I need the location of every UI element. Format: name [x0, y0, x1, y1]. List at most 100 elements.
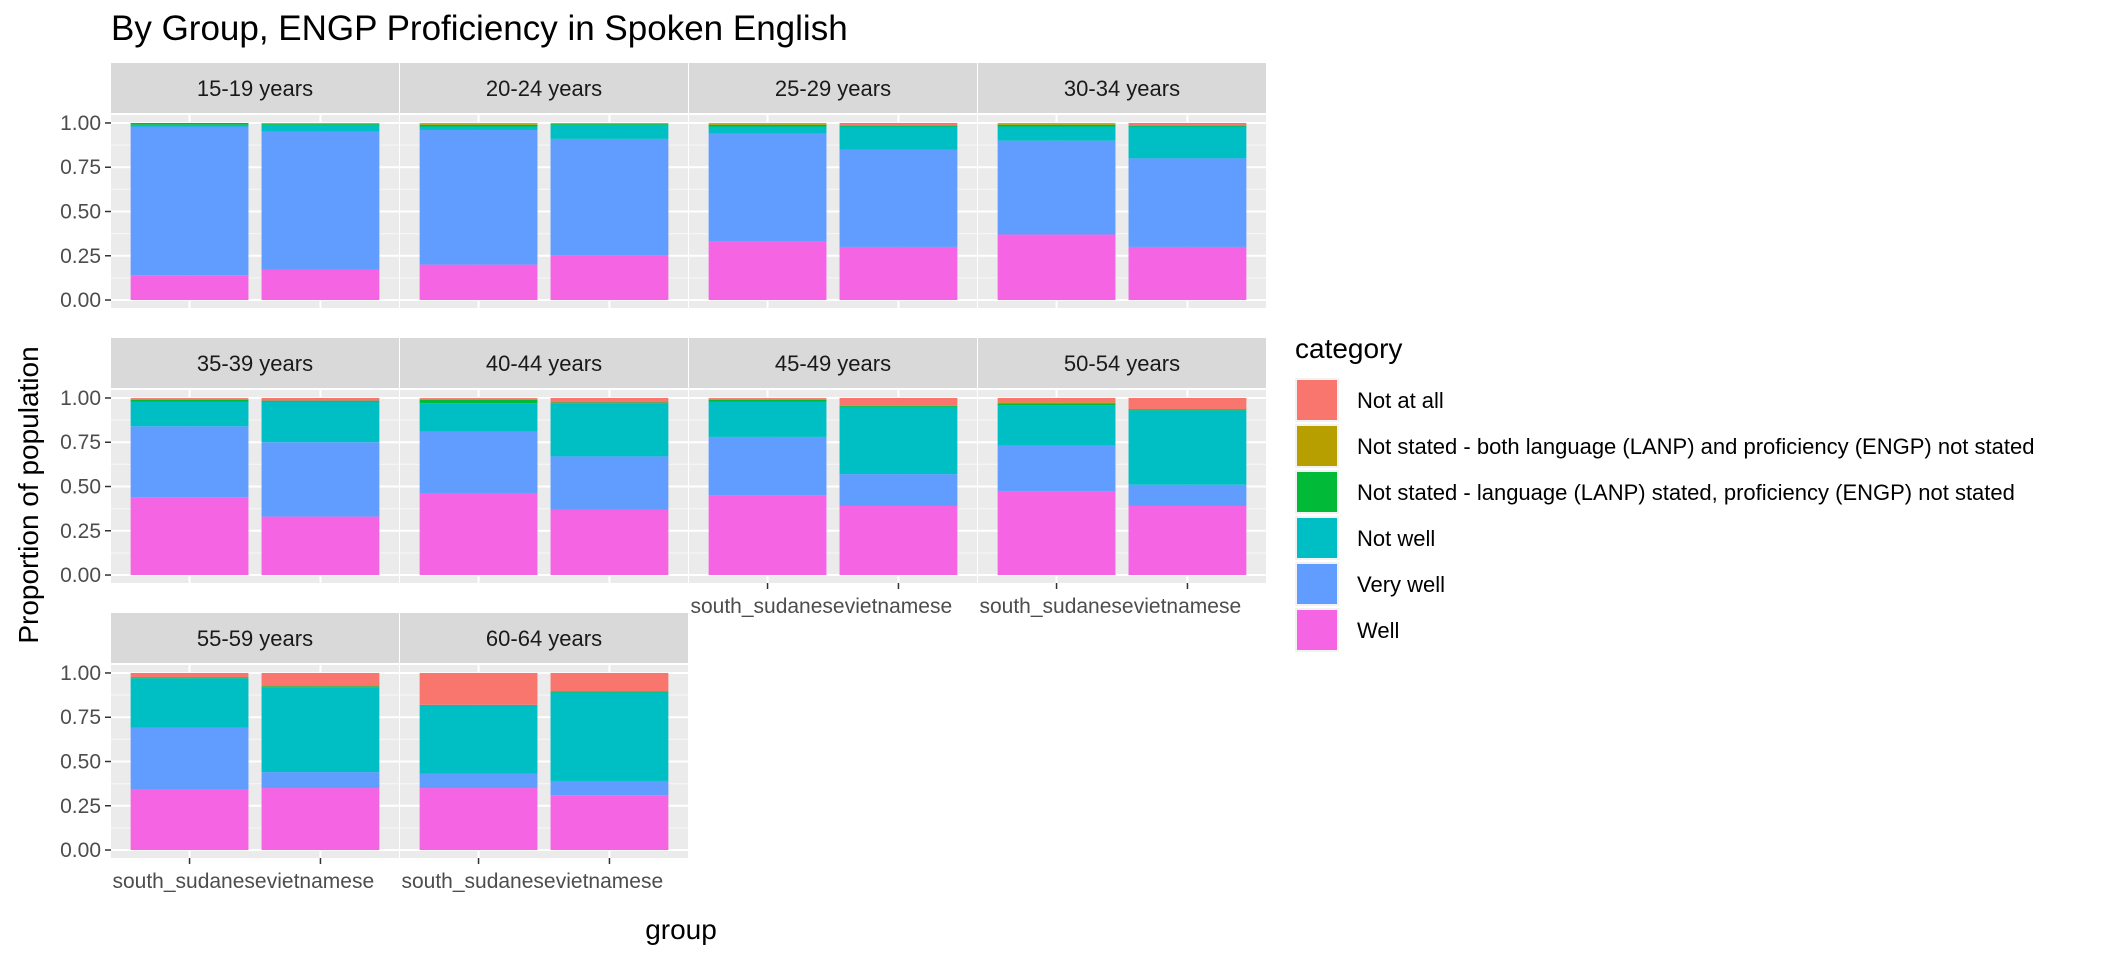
legend-label: Not stated - language (LANP) stated, pro… [1357, 480, 2015, 505]
bar-segment-not-well [419, 704, 538, 774]
facet-25-29-years: 25-29 years [689, 63, 977, 308]
legend-label: Not at all [1357, 388, 1444, 413]
facet-strip [689, 338, 977, 388]
bar-segment-not-stated-both-language-lanp-and-proficiency-engp-not-stated [997, 123, 1116, 125]
bar-segment-not-stated-language-lanp-stated-proficiency-engp-not-stated [130, 677, 249, 679]
bar-segment-not-well [839, 126, 958, 150]
bar-south-sudanese [130, 672, 249, 851]
bar-segment-not-at-all [997, 397, 1116, 403]
bar-segment-not-stated-language-lanp-stated-proficiency-engp-not-stated [550, 402, 669, 404]
bar-segment-very-well [130, 126, 249, 276]
bar-vietnamese [550, 397, 669, 576]
bar-segment-not-stated-language-lanp-stated-proficiency-engp-not-stated [839, 405, 958, 407]
bar-segment-well [1128, 505, 1247, 576]
bar-segment-well [839, 246, 958, 301]
bar-segment-not-at-all [550, 122, 669, 124]
bar-segment-not-at-all [997, 122, 1116, 124]
legend-label: Not well [1357, 526, 1435, 551]
y-tick-label: 0.75 [60, 156, 101, 179]
bar-segment-not-stated-language-lanp-stated-proficiency-engp-not-stated [997, 124, 1116, 127]
facet-strip-label: 45-49 years [775, 351, 891, 376]
bar-segment-not-well [1128, 410, 1247, 485]
y-tick-label: 0.00 [60, 289, 101, 312]
legend-swatch [1297, 610, 1337, 650]
facet-30-34-years: 30-34 years [978, 63, 1266, 308]
bar-segment-not-at-all [419, 122, 538, 124]
bar-segment-not-stated-language-lanp-stated-proficiency-engp-not-stated [419, 124, 538, 127]
facet-strip-label: 30-34 years [1064, 76, 1180, 101]
bar-segment-not-at-all [261, 672, 380, 687]
bar-south-sudanese [419, 672, 538, 851]
y-tick-label: 0.50 [60, 201, 101, 224]
bar-segment-very-well [419, 431, 538, 494]
facet-45-49-years: 45-49 years south_sudanese vietnamese [689, 338, 977, 618]
bar-segment-not-stated-language-lanp-stated-proficiency-engp-not-stated [708, 399, 827, 402]
legend-item-well: Well [1295, 608, 1399, 652]
bar-segment-not-at-all [1128, 122, 1247, 126]
bar-segment-not-at-all [839, 397, 958, 406]
bar-segment-not-well [261, 401, 380, 443]
bar-segment-well [261, 788, 380, 851]
bar-segment-well [130, 789, 249, 851]
facet-strip-label: 35-39 years [197, 351, 313, 376]
bar-segment-well [419, 264, 538, 301]
bar-segment-not-stated-language-lanp-stated-proficiency-engp-not-stated [130, 122, 249, 125]
bar-segment-not-stated-language-lanp-stated-proficiency-engp-not-stated [550, 691, 669, 693]
bar-segment-very-well [419, 773, 538, 789]
bar-segment-well [997, 234, 1116, 301]
bar-segment-not-stated-both-language-lanp-and-proficiency-engp-not-stated [130, 398, 249, 400]
bar-segment-not-at-all [1128, 397, 1247, 410]
bar-segment-well [550, 255, 669, 301]
y-tick-label: 0.00 [60, 839, 101, 862]
bar-vietnamese [1128, 122, 1247, 301]
bar-segment-not-stated-language-lanp-stated-proficiency-engp-not-stated [839, 125, 958, 127]
bar-segment-well [1128, 246, 1247, 301]
facet-strip-label: 20-24 years [486, 76, 602, 101]
bar-segment-not-at-all [708, 122, 827, 124]
facet-strip [400, 338, 688, 388]
x-tick-label: south_sudanese [690, 595, 844, 618]
legend-label: Well [1357, 618, 1399, 643]
y-tick-label: 1.00 [60, 112, 101, 135]
bar-segment-not-well [997, 126, 1116, 141]
bar-vietnamese [550, 122, 669, 301]
bar-south-sudanese [130, 122, 249, 301]
bar-segment-not-well [550, 124, 669, 139]
facet-strip [111, 613, 399, 663]
bar-vietnamese [839, 122, 958, 301]
bar-segment-not-well [419, 403, 538, 432]
bar-segment-not-at-all [419, 397, 538, 399]
legend-swatch [1297, 518, 1337, 558]
bar-segment-well [261, 516, 380, 576]
bar-segment-not-stated-both-language-lanp-and-proficiency-engp-not-stated [419, 398, 538, 400]
bar-segment-very-well [997, 445, 1116, 492]
legend-swatch [1297, 426, 1337, 466]
bar-vietnamese [1128, 397, 1247, 576]
bar-segment-not-at-all [550, 397, 669, 403]
bar-segment-not-stated-language-lanp-stated-proficiency-engp-not-stated [261, 686, 380, 688]
bar-segment-well [419, 493, 538, 576]
legend-label: Not stated - both language (LANP) and pr… [1357, 434, 2034, 459]
legend-item-very-well: Very well [1295, 562, 1445, 606]
bar-south-sudanese [708, 397, 827, 576]
x-tick-label: vietnamese [556, 870, 663, 893]
bar-segment-very-well [708, 436, 827, 496]
bar-segment-not-stated-language-lanp-stated-proficiency-engp-not-stated [1128, 125, 1247, 127]
facet-strip [978, 338, 1266, 388]
bar-segment-very-well [1128, 158, 1247, 247]
bar-segment-very-well [839, 149, 958, 247]
bar-segment-not-stated-language-lanp-stated-proficiency-engp-not-stated [130, 399, 249, 402]
legend-item-not-stated-language-lanp-stated-proficiency-engp-not-stated: Not stated - language (LANP) stated, pro… [1295, 470, 2015, 514]
bar-south-sudanese [419, 122, 538, 301]
bar-segment-very-well [550, 456, 669, 510]
x-tick-label: vietnamese [845, 595, 952, 618]
facet-20-24-years: 20-24 years [400, 63, 688, 308]
bar-segment-well [130, 497, 249, 576]
bar-vietnamese [261, 672, 380, 851]
facet-grid: 15-19 years 0.00 0.25 0.50 0.75 1.00 20-24 yea… [60, 63, 1266, 893]
bar-segment-well [130, 275, 249, 301]
legend-item-not-stated-both-language-lanp-and-proficiency-engp-not-stated: Not stated - both language (LANP) and pr… [1295, 424, 2034, 468]
bar-segment-well [419, 788, 538, 851]
y-tick-label: 0.50 [60, 476, 101, 499]
